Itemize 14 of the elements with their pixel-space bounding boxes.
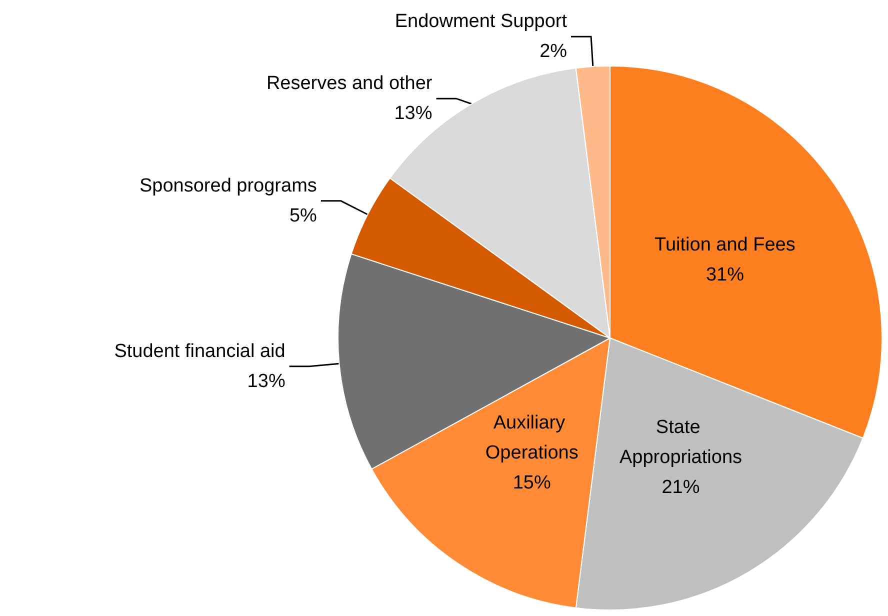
data-label: 2% bbox=[540, 41, 568, 62]
data-label: 21% bbox=[662, 477, 700, 498]
data-label: 31% bbox=[706, 264, 744, 286]
slice-label: Student financial aid bbox=[114, 340, 286, 362]
data-label: 5% bbox=[289, 205, 318, 226]
data-label: 13% bbox=[394, 103, 432, 124]
slice-label: Sponsored programs bbox=[139, 175, 317, 196]
slice-label: Tuition and Fees bbox=[654, 234, 796, 256]
data-label: 15% bbox=[512, 472, 551, 494]
data-label: 13% bbox=[247, 370, 286, 392]
slice-label: State Appropriations bbox=[619, 417, 742, 468]
slice-label: Auxiliary Operations bbox=[485, 412, 578, 464]
slice-label: Reserves and other bbox=[266, 73, 433, 94]
slice-label: Endowment Support bbox=[394, 11, 568, 32]
